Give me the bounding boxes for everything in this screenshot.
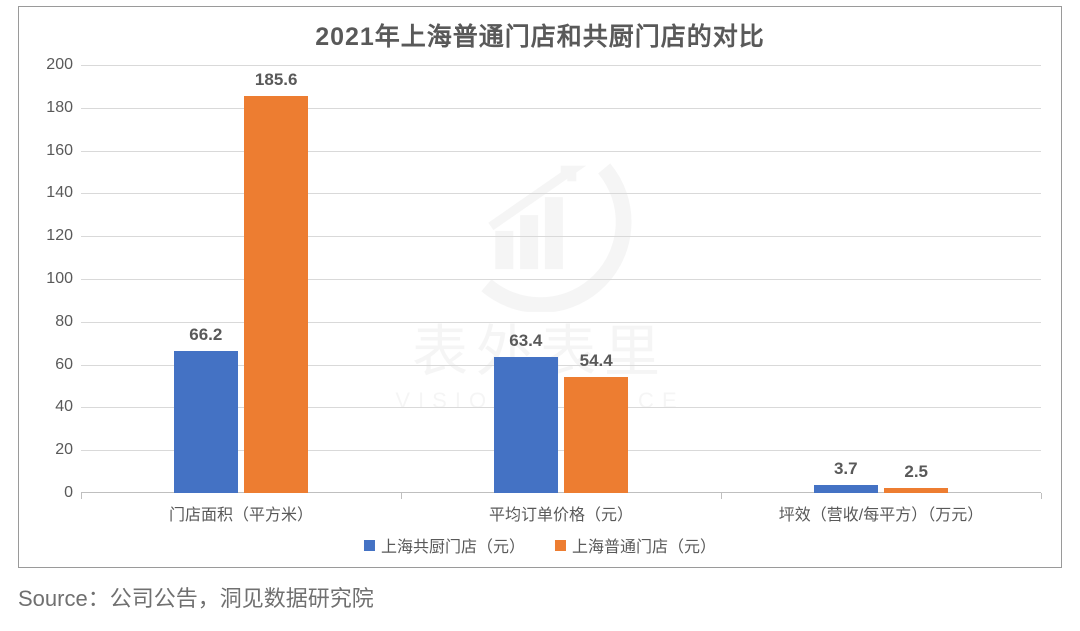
y-tick-label: 80 [33, 313, 73, 331]
y-tick-label: 40 [33, 398, 73, 416]
x-tick-mark [1041, 493, 1042, 499]
source-text: Source：公司公告，洞见数据研究院 [18, 581, 374, 613]
figure-root: 2021年上海普通门店和共厨门店的对比 表外表里 VISION FINANCE … [0, 0, 1080, 631]
y-tick-label: 120 [33, 227, 73, 245]
chart-frame: 2021年上海普通门店和共厨门店的对比 表外表里 VISION FINANCE … [18, 6, 1062, 568]
legend-item: 上海普通门店（元） [555, 533, 716, 557]
legend: 上海共厨门店（元） 上海普通门店（元） [364, 533, 716, 557]
x-category-label: 平均订单价格（元） [489, 501, 633, 525]
x-tick-mark [401, 493, 402, 499]
legend-item: 上海共厨门店（元） [364, 533, 525, 557]
y-tick-label: 0 [33, 484, 73, 502]
grid-line [81, 108, 1041, 109]
bar [244, 96, 308, 493]
legend-label: 上海普通门店（元） [572, 533, 716, 557]
x-category-label: 坪效（营收/每平方）（万元） [779, 501, 983, 525]
bar-value-label: 185.6 [226, 70, 326, 90]
bar [564, 377, 628, 493]
legend-swatch [364, 540, 375, 551]
bar-value-label: 63.4 [476, 331, 576, 351]
x-tick-mark [81, 493, 82, 499]
grid-line [81, 236, 1041, 237]
grid-line [81, 65, 1041, 66]
legend-swatch [555, 540, 566, 551]
grid-line [81, 151, 1041, 152]
bar [494, 357, 558, 493]
grid-line [81, 193, 1041, 194]
legend-label: 上海共厨门店（元） [381, 533, 525, 557]
y-tick-label: 20 [33, 441, 73, 459]
grid-line [81, 322, 1041, 323]
y-tick-label: 160 [33, 142, 73, 160]
bar [884, 488, 948, 493]
y-tick-label: 180 [33, 99, 73, 117]
bar-value-label: 66.2 [156, 325, 256, 345]
x-category-label: 门店面积（平方米） [169, 501, 313, 525]
bar-value-label: 2.5 [866, 462, 966, 482]
y-tick-label: 140 [33, 184, 73, 202]
y-tick-label: 200 [33, 56, 73, 74]
y-tick-label: 100 [33, 270, 73, 288]
bar-value-label: 54.4 [546, 351, 646, 371]
x-tick-mark [721, 493, 722, 499]
grid-line [81, 279, 1041, 280]
plot-area: 020406080100120140160180200门店面积（平方米）66.2… [81, 65, 1041, 493]
bar [814, 485, 878, 493]
chart-title: 2021年上海普通门店和共厨门店的对比 [19, 17, 1061, 53]
y-tick-label: 60 [33, 356, 73, 374]
bar [174, 351, 238, 493]
